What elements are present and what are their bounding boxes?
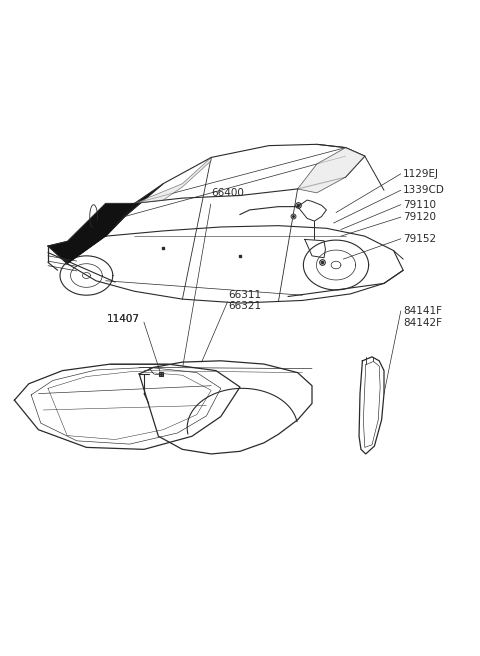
Text: 11407: 11407 <box>107 314 140 325</box>
Text: 79120: 79120 <box>403 212 436 222</box>
Text: 79110: 79110 <box>403 199 436 210</box>
Text: 11407: 11407 <box>107 314 140 325</box>
Text: 66321: 66321 <box>228 301 261 311</box>
Polygon shape <box>134 157 211 203</box>
Text: 66400: 66400 <box>211 188 244 198</box>
Text: 84142F: 84142F <box>403 318 442 328</box>
Polygon shape <box>106 184 163 236</box>
Polygon shape <box>298 148 365 193</box>
Text: 84141F: 84141F <box>403 306 442 316</box>
Polygon shape <box>67 203 134 264</box>
Text: 1129EJ: 1129EJ <box>403 169 439 179</box>
Text: 66311: 66311 <box>228 290 261 300</box>
Text: 79152: 79152 <box>403 234 436 244</box>
Text: 1339CD: 1339CD <box>403 185 445 195</box>
Polygon shape <box>48 203 134 264</box>
